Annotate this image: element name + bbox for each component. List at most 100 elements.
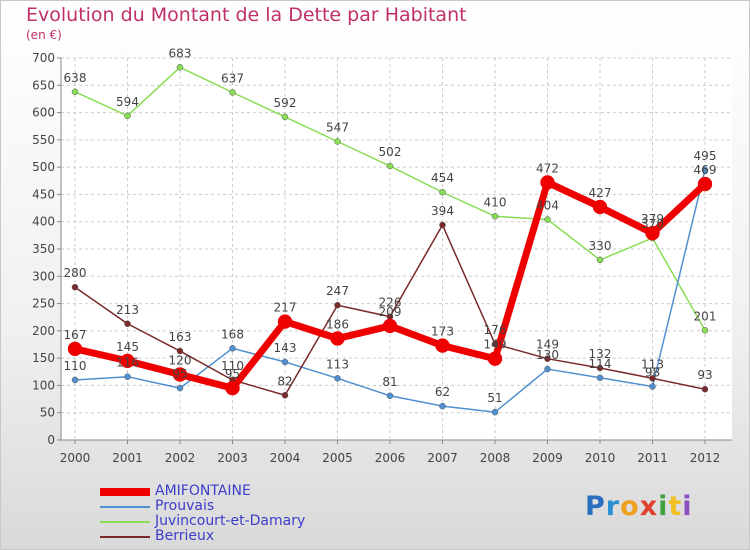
data-point — [229, 89, 236, 96]
data-point — [491, 213, 499, 220]
data-label: 637 — [221, 71, 244, 85]
logo-letter: x — [639, 491, 659, 522]
data-point — [176, 384, 184, 392]
y-tick-label: 300 — [32, 269, 55, 283]
data-point — [225, 380, 240, 396]
y-tick-label: 550 — [32, 133, 55, 147]
y-tick-label: 100 — [32, 378, 55, 392]
data-point — [281, 358, 289, 366]
data-point — [649, 383, 656, 390]
y-tick-label: 200 — [32, 324, 55, 338]
data-label: 51 — [487, 391, 502, 405]
data-point — [172, 367, 188, 382]
points-layer — [67, 64, 713, 416]
data-label: 113 — [326, 357, 349, 371]
data-point — [334, 301, 341, 309]
axes: 0 50 100 150 200 250 300 350 400 450 500 550 600 650 7… — [32, 51, 732, 465]
proxiti-logo: Proxiti — [585, 491, 693, 522]
x-tick-label: 2010 — [585, 451, 616, 465]
data-label: 81 — [382, 375, 397, 389]
y-tick-label: 500 — [32, 160, 55, 174]
y-tick-label: 450 — [32, 187, 55, 201]
logo-letter: r — [605, 491, 621, 522]
data-point — [281, 392, 289, 399]
y-tick-label: 650 — [32, 78, 55, 92]
data-label: 93 — [697, 368, 712, 382]
legend-swatch — [100, 521, 150, 523]
data-point — [649, 375, 656, 382]
data-label: 592 — [274, 96, 297, 110]
data-point — [281, 113, 289, 121]
x-tick-label: 2007 — [427, 451, 458, 465]
logo-letter: i — [682, 491, 693, 522]
logo-letter: P — [585, 491, 606, 522]
data-point — [439, 221, 446, 229]
data-point — [124, 373, 131, 380]
data-label: 495 — [694, 149, 717, 163]
legend-swatch — [100, 488, 150, 496]
y-tick-label: 350 — [32, 242, 55, 256]
data-point — [544, 355, 551, 362]
data-label: 370 — [641, 217, 664, 231]
data-label: 114 — [589, 357, 612, 371]
data-label: 95 — [172, 367, 187, 381]
data-label: 98 — [645, 366, 660, 380]
data-label: 62 — [435, 385, 450, 399]
data-label: 213 — [116, 303, 139, 317]
data-point — [382, 318, 398, 334]
logo-letter: o — [620, 491, 640, 522]
data-label: 145 — [116, 340, 139, 354]
data-point — [120, 353, 135, 369]
data-point — [540, 175, 555, 190]
grid — [61, 57, 732, 441]
data-label: 201 — [694, 309, 717, 323]
x-tick-label: 2000 — [60, 451, 91, 465]
data-label: 280 — [64, 266, 87, 280]
data-point — [124, 320, 131, 328]
data-label: 167 — [64, 328, 87, 342]
data-point — [701, 385, 709, 393]
data-label: 683 — [169, 46, 192, 60]
chart-subtitle: (en €) — [26, 28, 62, 42]
data-label: 143 — [274, 341, 297, 355]
data-point — [697, 176, 713, 192]
data-label: 394 — [431, 204, 454, 218]
data-label: 247 — [326, 284, 349, 298]
data-label: 469 — [694, 163, 717, 177]
data-point — [67, 341, 83, 357]
data-label: 149 — [484, 338, 507, 352]
x-tick-label: 2012 — [690, 451, 721, 465]
chart-title: Evolution du Montant de la Dette par Hab… — [26, 4, 467, 26]
x-tick-label: 2006 — [375, 451, 406, 465]
x-tick-label: 2008 — [480, 451, 511, 465]
data-point — [645, 225, 660, 241]
data-label: 95 — [225, 367, 240, 381]
legend-swatch — [100, 506, 150, 508]
data-point — [334, 138, 341, 145]
y-tick-label: 250 — [32, 297, 55, 311]
y-tick-label: 700 — [32, 51, 55, 65]
data-label: 502 — [379, 145, 402, 159]
data-label: 186 — [326, 317, 349, 331]
legend-label: Prouvais — [155, 498, 215, 514]
data-label: 149 — [536, 338, 559, 352]
y-tick-label: 400 — [32, 215, 55, 229]
data-point — [701, 327, 709, 334]
data-label: 547 — [326, 120, 349, 134]
data-label: 410 — [484, 195, 507, 209]
data-label: 330 — [589, 239, 612, 253]
data-label: 594 — [116, 95, 139, 109]
y-tick-label: 50 — [40, 406, 55, 420]
data-point — [334, 375, 341, 382]
data-label: 130 — [536, 348, 559, 362]
data-label: 110 — [64, 359, 87, 373]
data-label: 379 — [641, 212, 664, 226]
data-point — [435, 338, 450, 353]
data-label: 427 — [589, 186, 612, 200]
legend-label: Berrieux — [155, 528, 215, 544]
data-point — [439, 188, 446, 196]
data-point — [277, 314, 293, 329]
legend-swatch — [100, 536, 150, 538]
data-point — [386, 392, 394, 400]
data-point — [544, 216, 551, 223]
